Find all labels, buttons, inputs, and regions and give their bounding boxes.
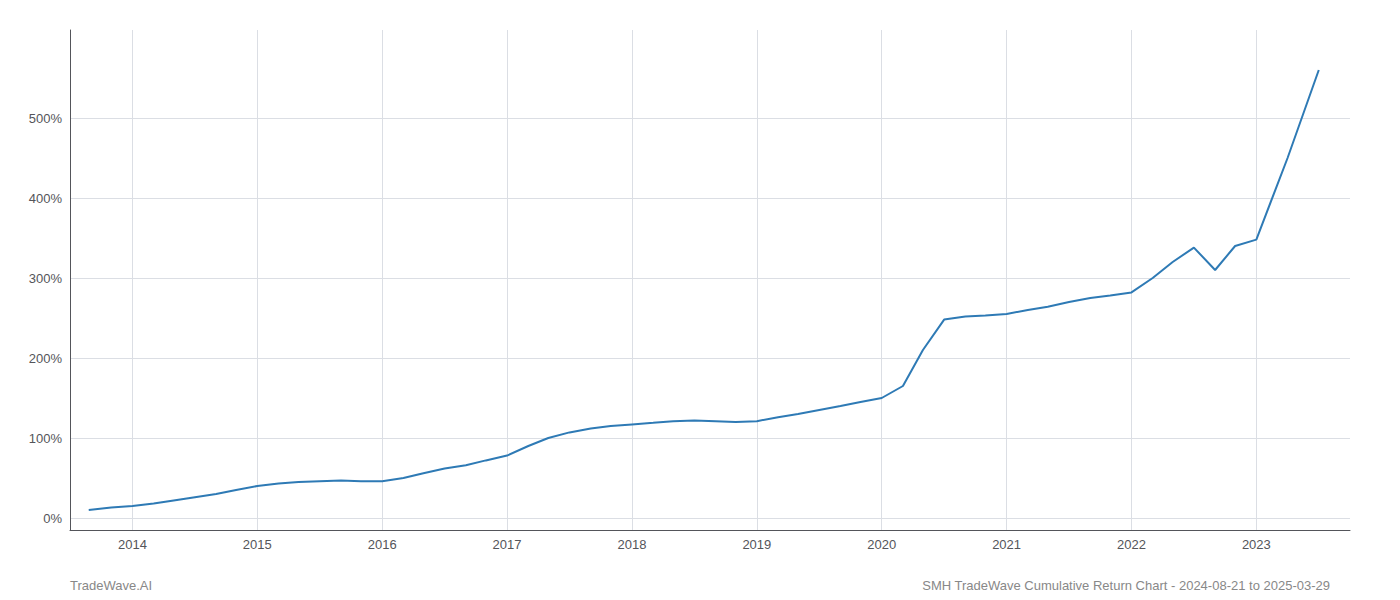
svg-text:2022: 2022 (1117, 537, 1146, 552)
svg-text:2023: 2023 (1242, 537, 1271, 552)
svg-text:SMH TradeWave Cumulative Retur: SMH TradeWave Cumulative Return Chart - … (922, 578, 1330, 593)
svg-text:TradeWave.AI: TradeWave.AI (70, 578, 152, 593)
svg-text:200%: 200% (29, 351, 63, 366)
svg-text:2017: 2017 (493, 537, 522, 552)
svg-text:2019: 2019 (742, 537, 771, 552)
svg-text:2020: 2020 (867, 537, 896, 552)
svg-text:0%: 0% (43, 511, 62, 526)
svg-text:2018: 2018 (617, 537, 646, 552)
svg-text:300%: 300% (29, 271, 63, 286)
svg-text:100%: 100% (29, 431, 63, 446)
svg-text:2015: 2015 (243, 537, 272, 552)
svg-text:2021: 2021 (992, 537, 1021, 552)
svg-text:2014: 2014 (118, 537, 147, 552)
svg-text:400%: 400% (29, 191, 63, 206)
svg-text:2016: 2016 (368, 537, 397, 552)
svg-text:500%: 500% (29, 111, 63, 126)
